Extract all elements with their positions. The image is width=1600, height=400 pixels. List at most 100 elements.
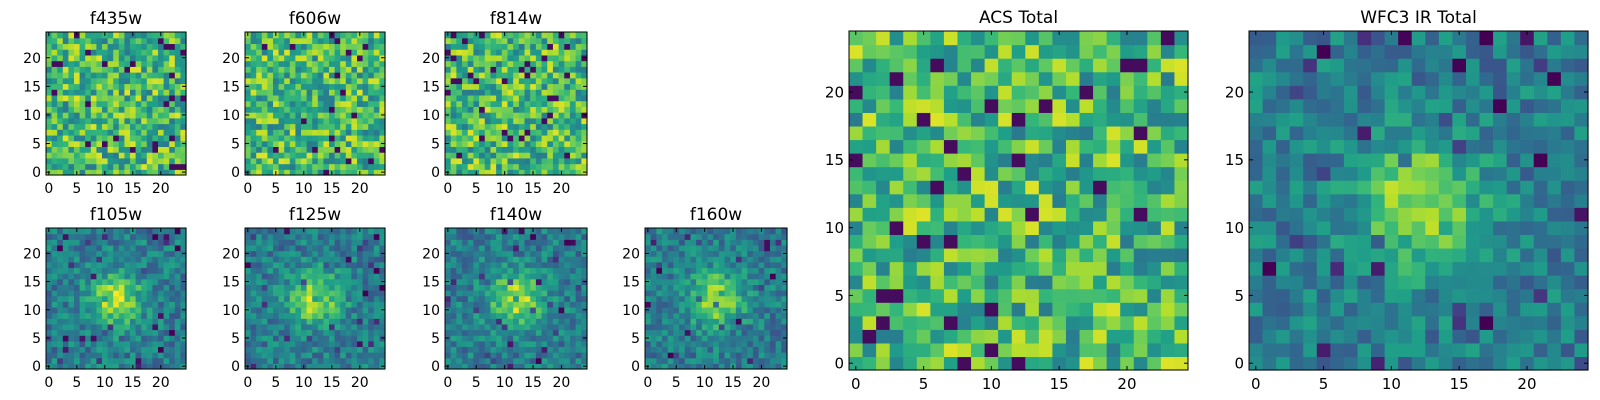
heatmap-cell bbox=[146, 37, 153, 45]
heatmap-cell bbox=[62, 290, 69, 297]
heatmap-cell bbox=[135, 363, 142, 370]
heatmap-cell bbox=[684, 239, 692, 246]
heatmap-cell bbox=[547, 77, 554, 85]
heatmap-cell bbox=[245, 295, 252, 302]
heatmap-cell bbox=[645, 284, 652, 291]
heatmap-cell bbox=[501, 273, 509, 280]
heatmap-cell bbox=[57, 112, 64, 119]
heatmap-cell bbox=[496, 250, 503, 257]
heatmap-cell bbox=[484, 37, 492, 45]
heatmap-cell bbox=[345, 323, 352, 331]
heatmap-cell bbox=[662, 228, 669, 235]
heatmap-cell bbox=[564, 295, 571, 302]
heatmap-cell bbox=[484, 329, 492, 336]
heatmap-cell bbox=[130, 77, 137, 85]
heatmap-cell bbox=[501, 37, 509, 45]
heatmap-cell bbox=[340, 239, 347, 246]
heatmap-cell bbox=[450, 169, 457, 176]
heatmap-cell bbox=[102, 284, 109, 291]
heatmap-cell bbox=[312, 228, 319, 235]
heatmap-cell bbox=[323, 329, 330, 336]
heatmap-cell bbox=[735, 363, 743, 370]
heatmap-cell bbox=[781, 346, 788, 353]
heatmap-cell bbox=[102, 89, 109, 96]
heatmap-cell bbox=[445, 60, 452, 67]
heatmap-cell bbox=[1052, 356, 1067, 371]
heatmap-cell bbox=[679, 239, 686, 246]
heatmap-cell bbox=[473, 267, 480, 274]
heatmap-cell bbox=[484, 352, 492, 359]
heatmap-cell bbox=[696, 278, 703, 285]
heatmap-cell bbox=[1160, 207, 1176, 222]
heatmap-cell bbox=[261, 273, 268, 280]
heatmap-cell bbox=[758, 290, 765, 297]
heatmap-cell bbox=[245, 301, 252, 308]
heatmap-cell bbox=[284, 89, 291, 96]
heatmap-cell bbox=[684, 250, 692, 257]
heatmap-cell bbox=[998, 342, 1013, 358]
heatmap-cell bbox=[450, 152, 457, 159]
heatmap-cell bbox=[256, 169, 263, 176]
heatmap-cell bbox=[57, 233, 64, 240]
heatmap-cell bbox=[730, 239, 737, 246]
heatmap-cell bbox=[484, 134, 492, 142]
heatmap-cell bbox=[146, 228, 153, 235]
heatmap-cell bbox=[46, 233, 53, 240]
panel-title: f125w bbox=[289, 205, 341, 225]
heatmap-cell bbox=[513, 256, 520, 263]
heatmap-cell bbox=[490, 43, 497, 50]
heatmap-cell bbox=[713, 312, 720, 319]
heatmap-cell bbox=[490, 301, 497, 308]
heatmap-cell bbox=[581, 329, 588, 336]
heatmap-cell bbox=[1147, 329, 1162, 344]
heatmap-cell bbox=[158, 163, 165, 170]
heatmap-cell bbox=[518, 140, 526, 147]
heatmap-cell bbox=[564, 100, 571, 107]
heatmap-cell bbox=[323, 94, 330, 102]
heatmap-cell bbox=[650, 239, 657, 246]
heatmap-cell bbox=[535, 169, 543, 176]
heatmap-cell bbox=[334, 77, 341, 85]
heatmap-cell bbox=[764, 278, 771, 285]
heatmap-cell bbox=[558, 335, 565, 342]
heatmap-cell bbox=[329, 123, 336, 130]
heatmap-cell bbox=[513, 363, 520, 370]
heatmap-cell bbox=[1052, 288, 1067, 303]
heatmap-cell bbox=[564, 244, 571, 252]
heatmap-cell bbox=[998, 302, 1013, 317]
heatmap-cell bbox=[295, 278, 302, 285]
heatmap-cell bbox=[96, 157, 103, 165]
heatmap-cell bbox=[141, 284, 148, 291]
heatmap-cell bbox=[357, 261, 364, 269]
heatmap-cell bbox=[278, 239, 285, 246]
heatmap-cell bbox=[781, 329, 788, 336]
heatmap-cell bbox=[267, 233, 274, 240]
heatmap-cell bbox=[124, 54, 131, 62]
heatmap-cell bbox=[146, 123, 153, 130]
heatmap-cell bbox=[581, 94, 588, 102]
heatmap-cell bbox=[769, 267, 777, 274]
heatmap-cell bbox=[569, 340, 577, 348]
heatmap-cell bbox=[152, 123, 159, 130]
heatmap-cell bbox=[484, 146, 492, 153]
heatmap-cell bbox=[558, 357, 565, 364]
heatmap-cell bbox=[79, 140, 86, 147]
heatmap-cell bbox=[295, 77, 302, 85]
heatmap-cell bbox=[180, 273, 187, 280]
heatmap-cell bbox=[169, 163, 176, 170]
heatmap-cell bbox=[456, 129, 463, 136]
heatmap-cell bbox=[1093, 261, 1108, 276]
heatmap-cell bbox=[301, 152, 308, 159]
heatmap-cell bbox=[357, 134, 364, 142]
heatmap-cell bbox=[735, 244, 743, 252]
heatmap-cell bbox=[752, 250, 760, 257]
heatmap-cell bbox=[135, 146, 142, 153]
heatmap-cell bbox=[741, 261, 748, 269]
heatmap-cell bbox=[456, 244, 463, 252]
heatmap-cell bbox=[329, 233, 336, 240]
heatmap-cell bbox=[158, 233, 165, 240]
heatmap-cell bbox=[345, 129, 352, 136]
heatmap-cell bbox=[735, 228, 743, 235]
heatmap-cell bbox=[368, 100, 375, 107]
heatmap-cell bbox=[169, 106, 176, 113]
